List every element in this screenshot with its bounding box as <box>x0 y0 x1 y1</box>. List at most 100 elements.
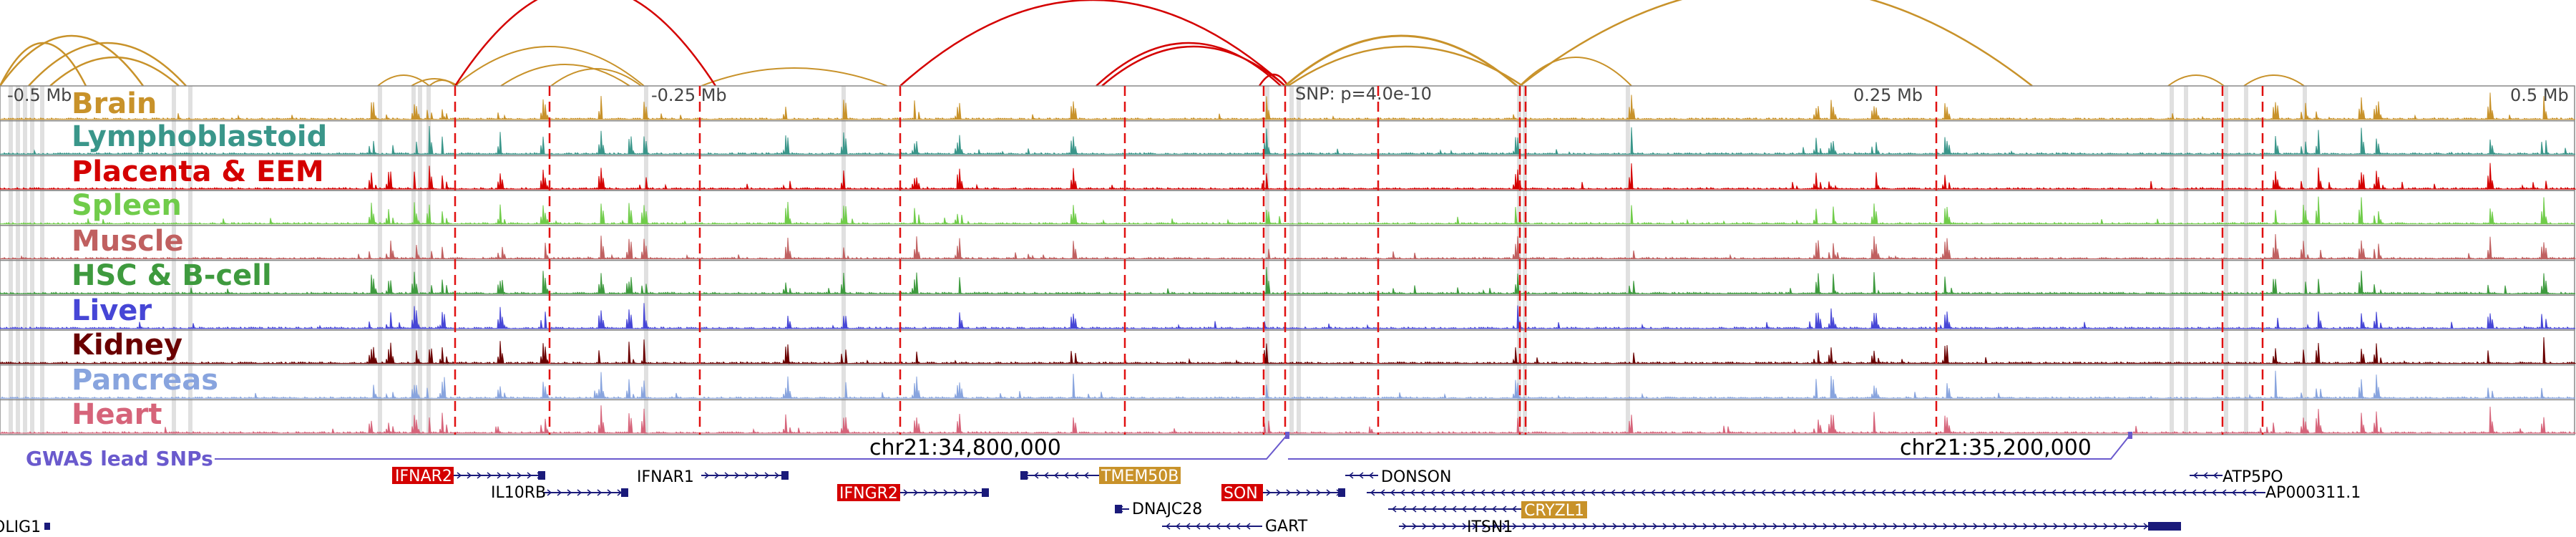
gene-strand-arrow <box>2013 523 2019 530</box>
gene-strand-arrow <box>1491 505 1497 513</box>
interaction-arc <box>28 42 187 87</box>
gene-strand-arrow <box>1732 523 1738 530</box>
gene-strand-arrow <box>1520 489 1526 496</box>
gene-strand-arrow <box>1893 523 1898 530</box>
gene-strand-arrow <box>1195 523 1201 530</box>
interaction-arc <box>377 74 430 87</box>
gwas-row: GWAS lead SNPs chr21:34,800,000 chr21:35… <box>26 432 2132 470</box>
gene-strand-arrow <box>2081 489 2087 496</box>
interaction-arc <box>1096 42 1282 87</box>
gene-strand-arrow <box>1063 472 1069 479</box>
gene-strand-arrow <box>1441 505 1447 513</box>
gene-strand-arrow <box>1740 489 1746 496</box>
track-label-kidney: Kidney <box>72 329 182 362</box>
gene-strand-arrow <box>1570 489 1576 496</box>
gene-strand-arrow <box>1083 472 1089 479</box>
gene-strand-arrow <box>1452 523 1458 530</box>
track-signal <box>0 163 2576 190</box>
scale-label-minus-0.5: -0.5 Mb <box>7 85 72 105</box>
gene-strand-arrow <box>1276 489 1282 496</box>
gene-strand-arrow <box>487 472 492 479</box>
gene-strand-arrow <box>1480 489 1485 496</box>
gene-strand-arrow <box>1540 489 1546 496</box>
interaction-arc <box>49 56 180 87</box>
gene-strand-arrow <box>1941 489 1946 496</box>
gene-strand-arrow <box>2031 489 2036 496</box>
gene-strand-arrow <box>2053 523 2059 530</box>
gene-label-cryzl1: CRYZL1 <box>1524 502 1584 520</box>
gene-strand-arrow <box>1316 489 1322 496</box>
gene-strand-arrow <box>1880 489 1886 496</box>
gene-strand-arrow <box>1890 489 1896 496</box>
gene-strand-arrow <box>2211 489 2217 496</box>
interaction-arcs <box>0 0 2305 87</box>
gene-strand-arrow <box>2192 472 2198 479</box>
gene-highlight-cryzl1 <box>1521 501 1587 518</box>
track-label-lymphoblastoid: Lymphoblastoid <box>72 120 327 153</box>
gene-strand-arrow <box>1033 472 1039 479</box>
gene-strand-arrow <box>1368 472 1374 479</box>
gene-label-itsn1: ITSN1 <box>1467 518 1513 536</box>
gene-strand-arrow <box>1951 489 1956 496</box>
gene-strand-arrow <box>1592 523 1598 530</box>
track-labels: Brain Lymphoblastoid Placenta & EEM Sple… <box>72 87 327 431</box>
gene-strand-arrow <box>1690 489 1696 496</box>
gene-strand-arrow <box>1961 489 1966 496</box>
gene-strand-arrow <box>1370 489 1375 496</box>
gene-strand-arrow <box>2143 523 2149 530</box>
gene-strand-arrow <box>744 472 750 479</box>
gene-strand-arrow <box>963 489 969 496</box>
signal-tracks <box>0 85 2576 435</box>
gene-strand-arrow <box>457 472 462 479</box>
gene-strand-arrow <box>2171 489 2177 496</box>
gene-strand-arrow <box>1501 505 1507 513</box>
gene-label-donson: DONSON <box>1381 468 1451 486</box>
gene-strand-arrow <box>1225 523 1231 530</box>
gene-strand-arrow <box>2091 489 2097 496</box>
gene-strand-arrow <box>477 472 482 479</box>
snp-dashed-lines <box>454 86 2264 435</box>
gene-strand-arrow <box>2151 489 2157 496</box>
gene-label-olig1: OLIG1 <box>0 518 41 536</box>
gene-strand-arrow <box>1792 523 1798 530</box>
scale-label-minus-0.25: -0.25 Mb <box>651 85 727 105</box>
gene-exon <box>982 488 989 497</box>
gene-strand-arrow <box>1923 523 1928 530</box>
gene-strand-arrow <box>1682 523 1688 530</box>
gene-strand-arrow <box>1602 523 1608 530</box>
track-frame <box>0 259 2575 296</box>
gene-strand-arrow <box>1742 523 1748 530</box>
gene-strand-arrow <box>1542 523 1548 530</box>
gene-strand-arrow <box>1843 523 1848 530</box>
gene-strand-arrow <box>1461 505 1467 513</box>
gene-strand-arrow <box>1422 523 1428 530</box>
gwas-label: GWAS lead SNPs <box>26 447 213 470</box>
gene-strand-arrow <box>1622 523 1628 530</box>
interaction-arc <box>899 0 1286 87</box>
interaction-arc <box>2167 74 2225 87</box>
coordinate-label: chr21:35,200,000 <box>1900 435 2092 460</box>
gene-strand-arrow <box>1450 489 1455 496</box>
track-label-placenta: Placenta & EEM <box>72 155 324 188</box>
gene-strand-arrow <box>1400 489 1405 496</box>
gene-strand-arrow <box>1552 523 1558 530</box>
interaction-arc <box>1101 45 1286 87</box>
gene-strand-arrow <box>2111 489 2117 496</box>
gene-strand-arrow <box>1750 489 1756 496</box>
gene-strand-arrow <box>1722 523 1728 530</box>
gene-strand-arrow <box>1901 489 1906 496</box>
gene-strand-arrow <box>1762 523 1768 530</box>
gene-strand-arrow <box>1185 523 1191 530</box>
gene-strand-arrow <box>1043 472 1049 479</box>
gene-strand-arrow <box>1451 505 1457 513</box>
gene-strand-arrow <box>1430 489 1435 496</box>
scale-label-plus-0.25: 0.25 Mb <box>1853 85 1923 105</box>
gene-strand-arrow <box>903 489 909 496</box>
track-signal <box>0 405 2576 435</box>
gene-strand-arrow <box>2113 523 2119 530</box>
gene-strand-arrow <box>1672 523 1678 530</box>
gene-strand-arrow <box>1863 523 1868 530</box>
gene-strand-arrow <box>2051 489 2057 496</box>
gene-strand-arrow <box>1730 489 1736 496</box>
